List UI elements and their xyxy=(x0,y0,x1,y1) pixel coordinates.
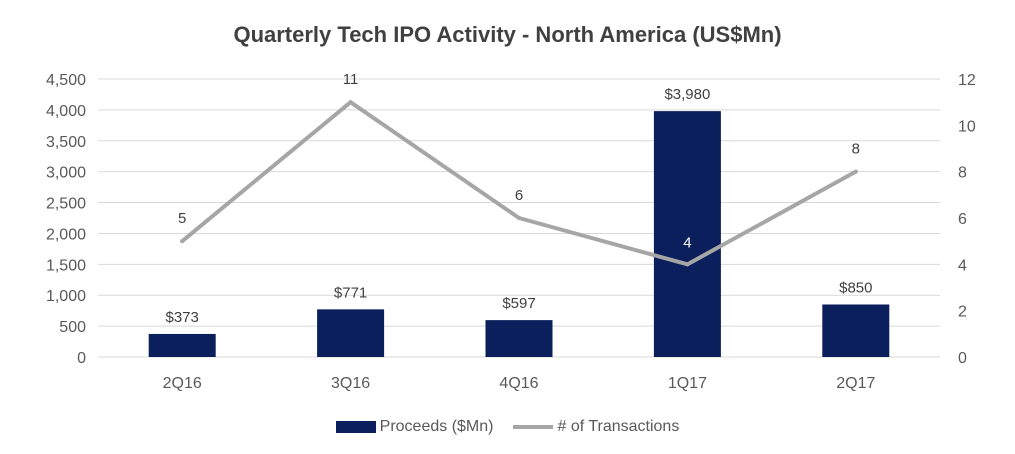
y-right-tick-label: 2 xyxy=(958,304,967,321)
line-point xyxy=(517,216,521,220)
bar-data-label: $373 xyxy=(166,309,199,326)
bar-proceeds xyxy=(485,320,553,357)
line-point xyxy=(348,100,353,105)
line-point xyxy=(685,262,690,267)
bar-proceeds xyxy=(317,309,385,357)
line-data-label: 4 xyxy=(683,234,691,251)
x-tick-label: 1Q17 xyxy=(668,375,707,392)
y-left-tick-label: 4,000 xyxy=(46,103,86,120)
legend-swatch-line xyxy=(513,425,554,429)
y-left-tick-label: 1,500 xyxy=(46,257,86,274)
legend: Proceeds ($Mn) # of Transactions xyxy=(0,418,1015,436)
x-tick-label: 3Q16 xyxy=(331,375,370,392)
y-right-tick-label: 4 xyxy=(958,257,967,274)
y-right-tick-label: 0 xyxy=(958,350,967,367)
line-point xyxy=(180,239,185,244)
line-data-label: 6 xyxy=(515,187,523,204)
bar-data-label: $771 xyxy=(334,284,367,301)
legend-swatch-bar xyxy=(335,421,376,433)
y-left-tick-label: 2,000 xyxy=(46,226,86,243)
bar-proceeds xyxy=(822,304,890,357)
legend-item-proceeds: Proceeds ($Mn) xyxy=(335,418,494,436)
y-right-tick-label: 8 xyxy=(958,165,967,182)
x-tick-label: 2Q17 xyxy=(836,375,875,392)
y-left-tick-label: 2,500 xyxy=(46,196,86,213)
y-left-tick-label: 500 xyxy=(59,319,86,336)
y-right-tick-label: 12 xyxy=(958,72,976,89)
bar-data-label: $3,980 xyxy=(664,86,710,103)
x-tick-label: 4Q16 xyxy=(499,375,538,392)
y-right-tick-label: 10 xyxy=(958,118,976,135)
line-data-label: 11 xyxy=(343,71,359,88)
bar-proceeds xyxy=(653,111,721,357)
bar-proceeds xyxy=(148,333,216,357)
y-left-tick-label: 1,000 xyxy=(46,288,86,305)
bar-data-label: $597 xyxy=(502,295,535,312)
y-left-tick-label: 0 xyxy=(77,350,86,367)
line-data-label: 5 xyxy=(178,210,186,227)
bar-data-label: $850 xyxy=(839,279,872,296)
legend-item-transactions: # of Transactions xyxy=(513,418,679,436)
x-tick-label: 2Q16 xyxy=(163,375,202,392)
y-left-tick-label: 3,500 xyxy=(46,134,86,151)
line-transactions xyxy=(180,100,858,267)
chart-title: Quarterly Tech IPO Activity - North Amer… xyxy=(233,22,782,47)
y-left-tick-label: 3,000 xyxy=(46,165,86,182)
legend-label-proceeds: Proceeds ($Mn) xyxy=(379,418,494,435)
line-point xyxy=(853,169,858,174)
y-right-tick-label: 6 xyxy=(958,211,967,228)
line-data-label: 8 xyxy=(852,141,860,158)
y-left-tick-label: 4,500 xyxy=(46,72,86,89)
legend-label-transactions: # of Transactions xyxy=(557,418,680,435)
